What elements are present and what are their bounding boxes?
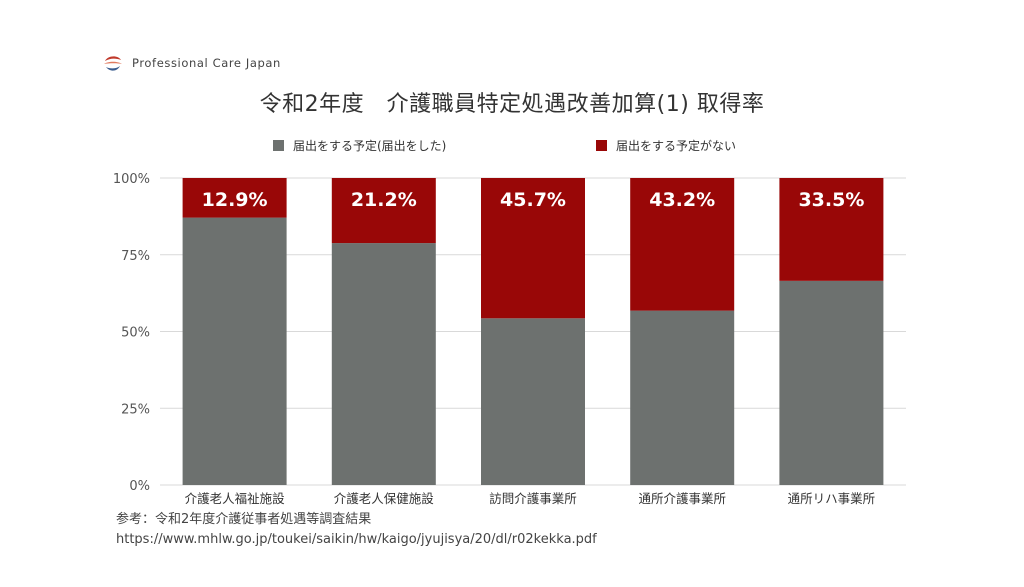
x-tick-label: 介護老人福祉施設 [185, 491, 286, 506]
data-label: 33.5% [798, 189, 864, 211]
data-label: 45.7% [500, 189, 566, 211]
y-tick-label: 100% [113, 172, 150, 187]
brand-logo-icon [103, 53, 123, 73]
brand: Professional Care Japan [102, 52, 281, 74]
data-label: 43.2% [649, 189, 715, 211]
y-tick-label: 25% [121, 402, 150, 417]
bar-not-planned [182, 178, 287, 218]
y-tick-label: 0% [129, 479, 150, 494]
source-reference: 参考：令和2年度介護従事者処遇等調査結果 [116, 512, 372, 527]
chart-title: 令和2年度 介護職員特定処遇改善加算(1) 取得率 [259, 92, 765, 117]
legend-swatch [273, 140, 284, 151]
source-url: https://www.mhlw.go.jp/toukei/saikin/hw/… [116, 532, 597, 547]
legend-label: 届出をする予定がない [616, 138, 736, 153]
y-tick-label: 50% [121, 326, 150, 341]
x-tick-label: 訪問介護事業所 [489, 491, 577, 506]
bar-not-planned [481, 178, 585, 319]
bar-planned [481, 318, 585, 485]
brand-name: Professional Care Japan [132, 56, 281, 70]
y-tick-label: 75% [121, 249, 150, 264]
legend-swatch [596, 140, 607, 151]
bar-planned [182, 217, 287, 485]
x-tick-label: 介護老人保健施設 [334, 491, 435, 506]
bar-not-planned [630, 178, 735, 311]
bar-planned [331, 243, 436, 485]
data-label: 12.9% [202, 189, 268, 211]
bar-planned [779, 280, 884, 485]
source-note: 参考：令和2年度介護従事者処遇等調査結果 https://www.mhlw.go… [116, 510, 597, 550]
legend-label: 届出をする予定(届出をした) [293, 138, 446, 153]
stacked-bar-chart: 0% 25% 50% 75% 100% 届出をする予定(届出をした) 届出をする予定がない 1… [113, 138, 906, 506]
bar-planned [630, 310, 735, 485]
data-label: 21.2% [351, 189, 417, 211]
bar-not-planned [331, 178, 436, 244]
bar-not-planned [779, 178, 884, 281]
x-tick-label: 通所介護事業所 [638, 491, 726, 506]
x-tick-label: 通所リハ事業所 [788, 491, 876, 506]
